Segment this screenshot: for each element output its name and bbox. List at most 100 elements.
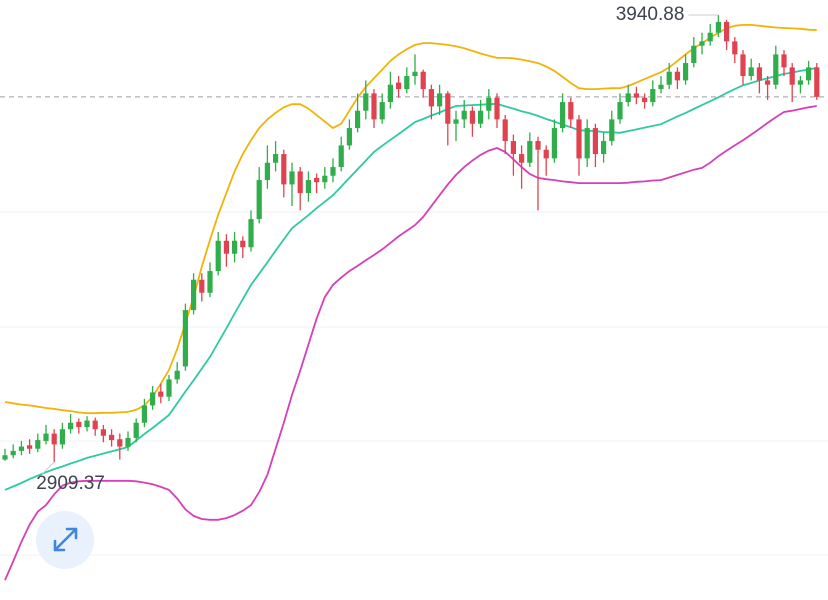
candle-body — [289, 171, 295, 185]
candle-body — [43, 433, 49, 441]
candle-body — [297, 171, 303, 194]
candle-body — [445, 93, 451, 124]
candle-body — [35, 440, 41, 449]
max-label: 3940.88 — [616, 4, 685, 25]
candle-body — [396, 82, 402, 90]
candle-body — [92, 420, 98, 430]
candle-body — [707, 32, 713, 42]
candle-body — [510, 141, 516, 155]
candle-body — [683, 63, 689, 81]
candle-body — [773, 54, 779, 85]
candle-body — [68, 422, 74, 430]
candle-body — [625, 93, 631, 103]
candle-body — [642, 97, 648, 103]
candle-body — [756, 67, 762, 81]
min-label: 2909.37 — [36, 473, 105, 494]
candle-body — [666, 71, 672, 85]
candle-body — [51, 433, 57, 445]
candle-body — [806, 67, 812, 81]
candle-body — [215, 240, 221, 272]
candle-body — [519, 154, 525, 163]
candle-body — [494, 97, 500, 120]
candle-body — [617, 102, 623, 120]
candle-body — [502, 119, 508, 142]
candle-body — [486, 97, 492, 111]
candle-body — [715, 21, 721, 33]
candle-body — [59, 429, 65, 445]
candle-body — [740, 54, 746, 77]
candle-body — [601, 141, 607, 155]
candle-body — [223, 240, 229, 254]
candle-body — [814, 67, 820, 97]
expand-icon — [53, 527, 78, 552]
candle-body — [551, 128, 557, 159]
candle-body — [158, 391, 164, 397]
candle-body — [240, 240, 246, 248]
candle-body — [117, 439, 123, 447]
candle-body — [650, 89, 656, 103]
candle-body — [305, 180, 311, 194]
candle-body — [232, 240, 238, 254]
candle-body — [609, 119, 615, 142]
band-lower — [4, 105, 817, 581]
candle-body — [658, 84, 664, 90]
candle-body — [18, 446, 24, 451]
candle-body — [2, 455, 8, 460]
candle-body — [346, 128, 352, 146]
candle-body — [363, 93, 369, 111]
band-middle — [4, 66, 817, 491]
candle-body — [724, 21, 730, 42]
band-upper — [4, 24, 817, 415]
candle-body — [100, 429, 106, 436]
candle-body — [371, 93, 377, 120]
candle-body — [592, 128, 598, 155]
candle-body — [264, 162, 270, 181]
candle-body — [84, 420, 90, 428]
candle-body — [420, 71, 426, 90]
candle-body — [191, 279, 197, 311]
candle-body — [453, 119, 459, 124]
candle-body — [10, 450, 16, 456]
candle-body — [568, 102, 574, 120]
candle-body — [404, 76, 410, 90]
candle-body — [76, 421, 82, 428]
candle-body — [781, 54, 787, 68]
candle-body — [150, 392, 156, 406]
candle-body — [27, 445, 33, 449]
candle-body — [748, 67, 754, 77]
expand-button[interactable] — [36, 511, 94, 569]
candle-body — [699, 41, 705, 46]
candle-body — [330, 167, 336, 176]
candle-body — [109, 434, 115, 441]
candle-body — [691, 45, 697, 64]
candle-body — [322, 175, 328, 183]
candle-body — [765, 80, 771, 85]
candle-body — [314, 177, 320, 183]
candle-body — [797, 80, 803, 85]
candle-body — [248, 219, 254, 248]
candle-body — [478, 110, 484, 124]
min-label-connector — [41, 461, 55, 475]
candle-body — [535, 141, 541, 150]
candle-body — [379, 102, 385, 120]
candle-body — [355, 110, 361, 129]
candle-body — [560, 102, 566, 129]
plot: 3940.88 2909.37 — [0, 4, 828, 581]
candle-body — [633, 93, 639, 98]
candle-body — [199, 279, 205, 293]
candle-body — [461, 110, 467, 120]
candle-body — [207, 271, 213, 293]
candle-body — [256, 180, 262, 220]
candle-body — [428, 89, 434, 107]
candle-body — [133, 422, 139, 438]
candle-body — [527, 141, 533, 163]
candle-body — [543, 149, 549, 159]
candle-body — [338, 145, 344, 168]
candle-body — [469, 110, 475, 124]
candle-body — [789, 67, 795, 85]
candle-body — [273, 154, 279, 163]
candle-body — [125, 437, 131, 447]
candle-body — [576, 119, 582, 159]
